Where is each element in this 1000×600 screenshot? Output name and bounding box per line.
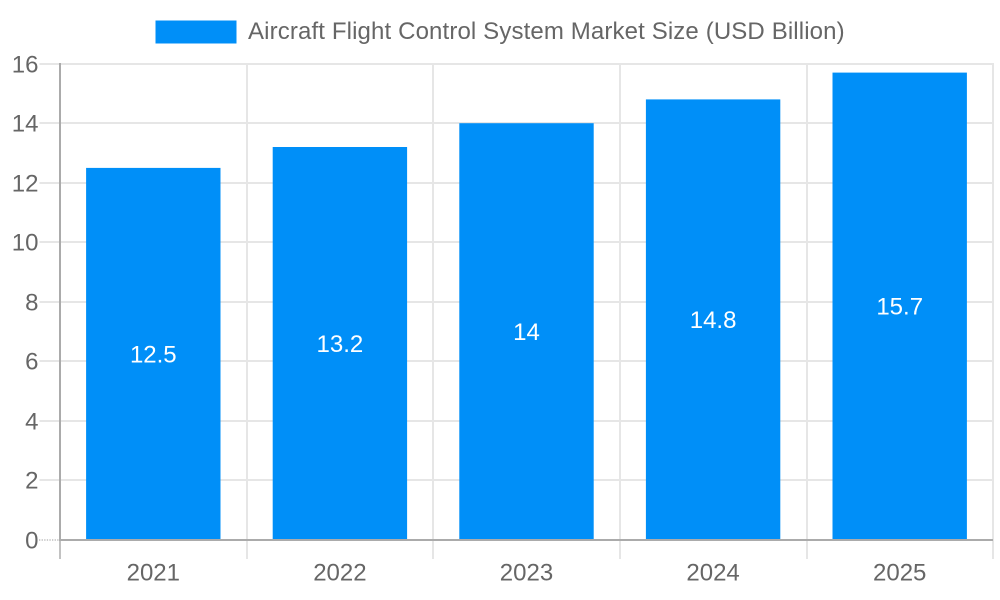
svg-text:15.7: 15.7: [876, 294, 923, 321]
svg-text:2022: 2022: [313, 560, 366, 587]
svg-text:0: 0: [25, 527, 38, 554]
svg-text:12: 12: [12, 170, 39, 197]
svg-text:Aircraft Flight Control System: Aircraft Flight Control System Market Si…: [248, 18, 845, 45]
svg-text:4: 4: [25, 408, 38, 435]
svg-text:13.2: 13.2: [317, 331, 364, 358]
svg-text:2024: 2024: [686, 560, 739, 587]
svg-text:16: 16: [12, 51, 39, 78]
svg-text:2021: 2021: [127, 560, 180, 587]
svg-text:14: 14: [513, 319, 540, 346]
svg-text:2025: 2025: [873, 560, 926, 587]
svg-text:10: 10: [12, 229, 39, 256]
svg-text:8: 8: [25, 289, 38, 316]
svg-text:14: 14: [12, 110, 39, 137]
svg-text:2023: 2023: [500, 560, 553, 587]
svg-text:6: 6: [25, 348, 38, 375]
svg-text:14.8: 14.8: [690, 307, 737, 334]
svg-text:2: 2: [25, 467, 38, 494]
svg-text:12.5: 12.5: [130, 341, 177, 368]
